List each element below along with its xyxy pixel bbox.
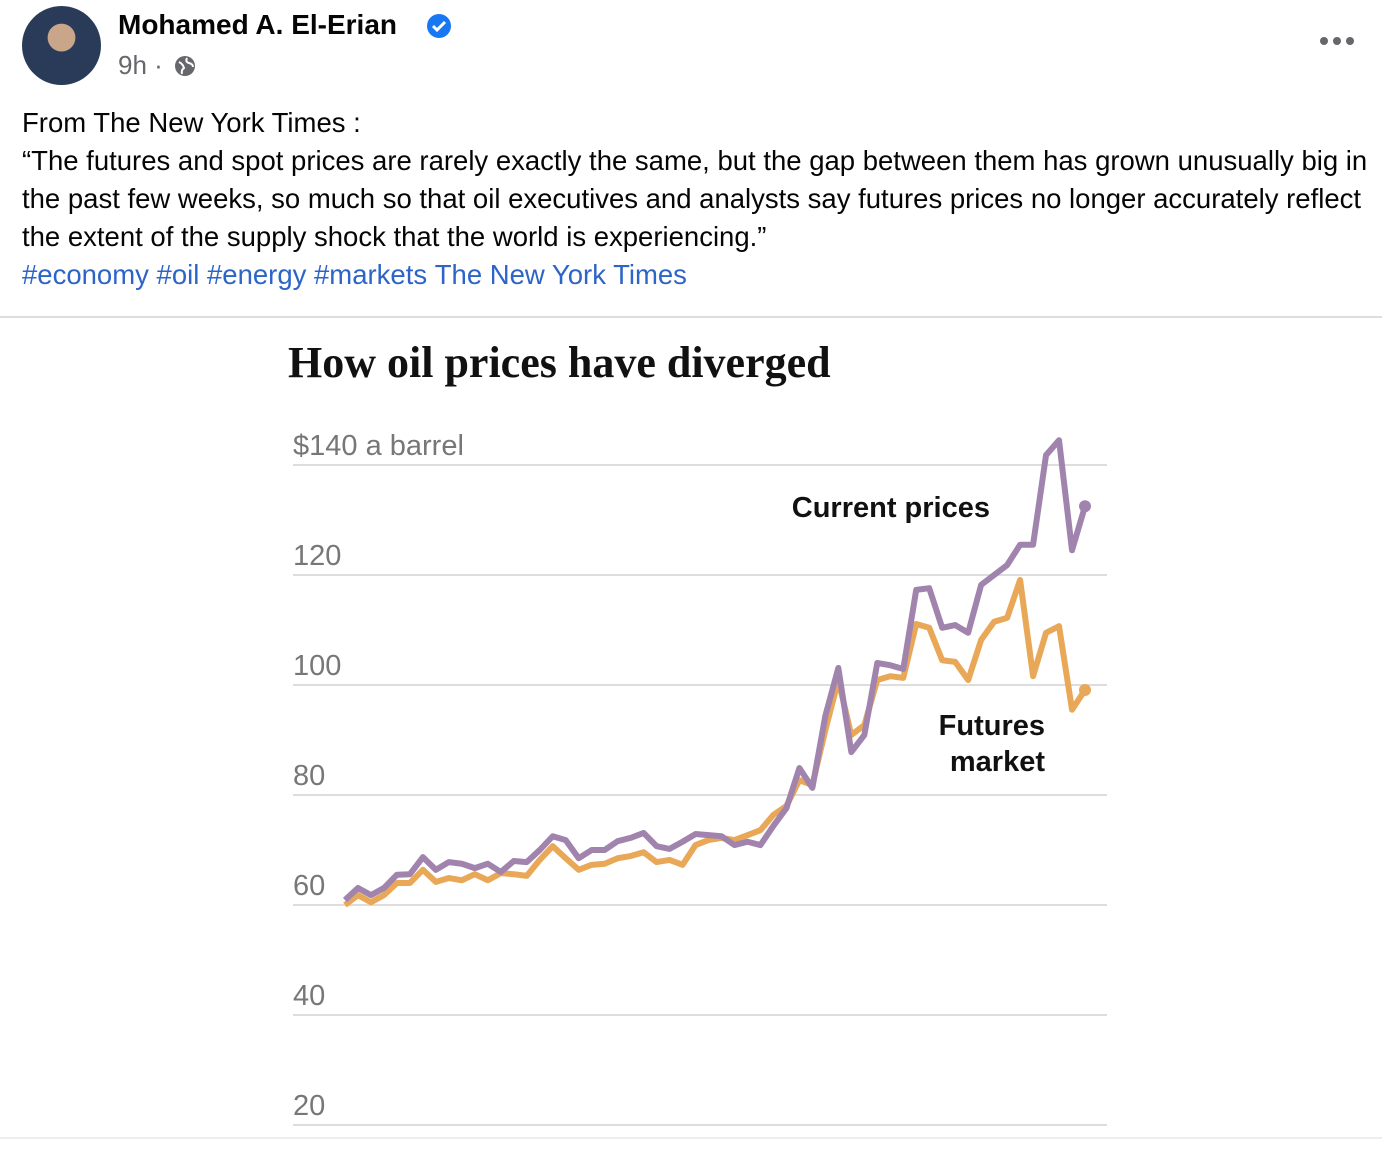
- globe-icon: [175, 56, 195, 76]
- avatar[interactable]: [22, 6, 101, 85]
- post-text: From The New York Times : “The futures a…: [22, 104, 1372, 294]
- series-label: Futures market: [938, 710, 1045, 778]
- time[interactable]: 9h: [118, 50, 147, 80]
- hashtag-link[interactable]: #energy: [206, 259, 307, 290]
- y-tick-label: 80: [293, 760, 325, 792]
- y-tick-label: 60: [293, 870, 325, 902]
- series-line: [343, 576, 1088, 908]
- hashtag-link[interactable]: #oil: [156, 259, 200, 290]
- y-tick-label: 20: [293, 1090, 325, 1122]
- chart-title: How oil prices have diverged: [288, 338, 831, 387]
- post-time[interactable]: 9h ·: [118, 50, 163, 80]
- end-dot: [1079, 683, 1091, 696]
- series-line: [342, 437, 1088, 903]
- intro: From The New York Times :: [22, 107, 361, 138]
- y-tick-label: $140 a barrel: [293, 430, 464, 462]
- quote: “The futures and spot prices are rarely …: [22, 145, 1368, 252]
- hashtag-link[interactable]: The New York Times: [434, 259, 687, 290]
- y-tick-label: 100: [293, 650, 341, 682]
- y-tick-label: 120: [293, 540, 341, 572]
- y-tick-label: 40: [293, 980, 325, 1012]
- links: #economy #oil #energy #markets The New Y…: [22, 256, 1372, 294]
- more-button[interactable]: [1318, 34, 1358, 48]
- end-dot: [1079, 500, 1091, 513]
- author[interactable]: Mohamed A. El-Erian: [118, 9, 398, 40]
- hashtag-link[interactable]: #markets: [314, 259, 428, 290]
- hashtag-link[interactable]: #economy: [22, 259, 149, 290]
- series-label: Current prices: [792, 492, 990, 524]
- verified-badge: [427, 14, 451, 38]
